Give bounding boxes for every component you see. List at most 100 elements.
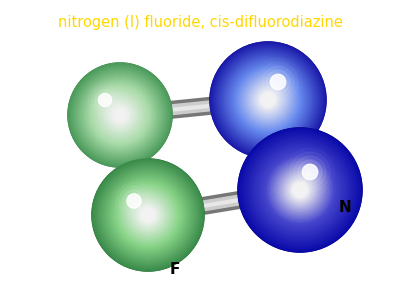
Circle shape (278, 169, 322, 212)
Circle shape (270, 160, 330, 220)
Circle shape (68, 63, 172, 167)
Circle shape (242, 132, 358, 248)
Circle shape (101, 96, 139, 134)
Circle shape (107, 102, 133, 128)
Circle shape (101, 168, 195, 262)
Circle shape (98, 94, 142, 136)
Text: N: N (339, 200, 351, 215)
Circle shape (270, 74, 286, 90)
Circle shape (132, 200, 164, 231)
Circle shape (114, 181, 182, 250)
Circle shape (120, 187, 176, 243)
Circle shape (280, 170, 320, 210)
Circle shape (253, 143, 347, 237)
Circle shape (292, 183, 308, 197)
Circle shape (249, 81, 287, 119)
Circle shape (253, 85, 283, 115)
Circle shape (110, 177, 186, 253)
Circle shape (228, 60, 308, 140)
Circle shape (115, 182, 181, 248)
Circle shape (250, 82, 286, 117)
Circle shape (290, 180, 310, 200)
Circle shape (210, 42, 326, 158)
Circle shape (126, 194, 142, 208)
Circle shape (90, 85, 150, 145)
Circle shape (239, 129, 361, 250)
Circle shape (239, 71, 297, 129)
Circle shape (263, 153, 337, 227)
Circle shape (107, 174, 189, 256)
Circle shape (104, 99, 136, 130)
Circle shape (73, 68, 167, 162)
Circle shape (244, 76, 292, 124)
Circle shape (218, 50, 318, 150)
Circle shape (102, 97, 138, 133)
Circle shape (89, 84, 151, 146)
Circle shape (102, 169, 194, 261)
Circle shape (78, 74, 162, 156)
Circle shape (262, 152, 338, 228)
Circle shape (91, 86, 119, 114)
Circle shape (245, 77, 291, 123)
Circle shape (230, 61, 306, 138)
Circle shape (231, 63, 305, 137)
Circle shape (135, 202, 161, 228)
Circle shape (96, 163, 200, 267)
Circle shape (226, 58, 310, 142)
Circle shape (252, 84, 284, 116)
Circle shape (112, 106, 128, 124)
Circle shape (274, 78, 282, 86)
Circle shape (240, 72, 296, 128)
Circle shape (81, 76, 159, 154)
Circle shape (266, 70, 290, 94)
Circle shape (283, 173, 317, 207)
Circle shape (98, 165, 198, 265)
Circle shape (277, 167, 323, 213)
Circle shape (138, 205, 158, 226)
Circle shape (117, 184, 179, 246)
Circle shape (269, 159, 331, 221)
Circle shape (227, 59, 309, 141)
Circle shape (125, 192, 171, 238)
Circle shape (222, 54, 314, 146)
Circle shape (286, 176, 314, 204)
Circle shape (245, 135, 355, 245)
Circle shape (130, 197, 166, 233)
Circle shape (302, 164, 318, 180)
Circle shape (223, 55, 313, 145)
Circle shape (88, 83, 152, 147)
Circle shape (94, 89, 146, 141)
Circle shape (291, 181, 309, 199)
Circle shape (248, 80, 288, 120)
Circle shape (114, 109, 126, 121)
Circle shape (111, 178, 185, 252)
Circle shape (121, 188, 175, 242)
Circle shape (258, 148, 342, 232)
Circle shape (264, 154, 336, 225)
Circle shape (80, 75, 160, 155)
Circle shape (211, 43, 325, 157)
Circle shape (69, 64, 171, 166)
Circle shape (127, 194, 169, 236)
Circle shape (103, 170, 193, 260)
Circle shape (302, 164, 318, 180)
Circle shape (234, 66, 302, 134)
Circle shape (215, 47, 321, 153)
Circle shape (216, 49, 320, 152)
Circle shape (139, 206, 157, 224)
Circle shape (123, 190, 145, 212)
Circle shape (246, 136, 354, 244)
Circle shape (87, 82, 153, 148)
Circle shape (98, 93, 112, 106)
Circle shape (92, 86, 148, 143)
Circle shape (235, 67, 301, 133)
Circle shape (257, 89, 279, 111)
Circle shape (131, 198, 165, 232)
Circle shape (106, 100, 134, 130)
Circle shape (96, 91, 144, 139)
Circle shape (267, 158, 333, 223)
Circle shape (214, 46, 322, 154)
Circle shape (93, 160, 203, 270)
Circle shape (124, 190, 172, 239)
Text: F: F (170, 262, 180, 278)
